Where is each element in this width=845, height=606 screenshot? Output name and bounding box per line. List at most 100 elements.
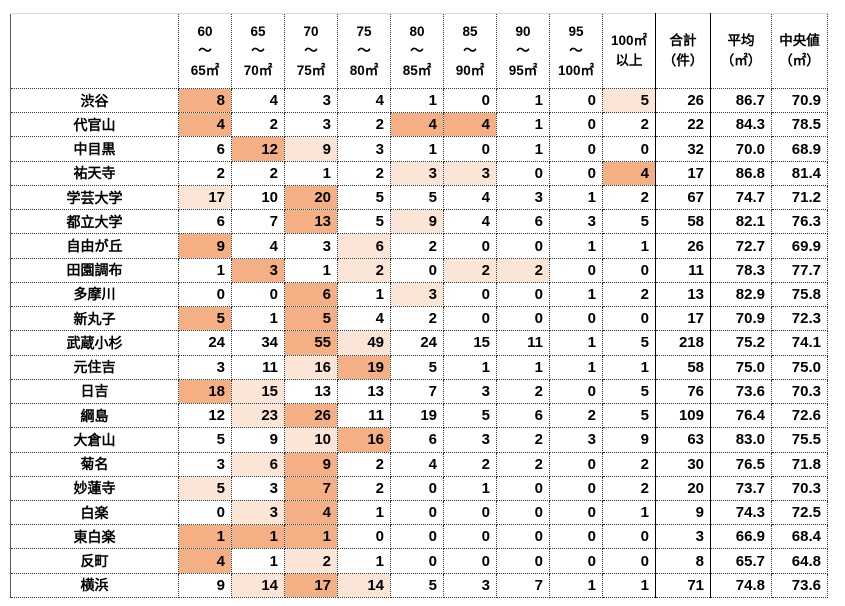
median-cell[interactable]: 71.8 [771, 451, 828, 477]
count-cell[interactable]: 1 [549, 233, 603, 259]
median-cell[interactable]: 70.9 [771, 87, 828, 114]
count-cell[interactable]: 12 [231, 136, 285, 162]
count-cell[interactable]: 16 [337, 427, 391, 453]
count-cell[interactable]: 1 [496, 112, 550, 138]
column-header-size-bin[interactable]: 60 ～ 65㎡ [178, 13, 232, 89]
count-cell[interactable]: 0 [602, 524, 656, 550]
mean-cell[interactable]: 72.7 [710, 233, 772, 259]
mean-cell[interactable]: 66.9 [710, 524, 772, 550]
total-cell[interactable]: 20 [655, 475, 711, 501]
median-cell[interactable]: 68.4 [771, 524, 828, 550]
count-cell[interactable]: 0 [390, 475, 444, 501]
column-header-size-bin[interactable]: 65 ～ 70㎡ [231, 13, 285, 89]
station-name-cell[interactable]: 田園調布 [10, 257, 179, 283]
mean-cell[interactable]: 84.3 [710, 112, 772, 138]
count-cell[interactable]: 1 [549, 281, 603, 308]
total-cell[interactable]: 32 [655, 136, 711, 162]
count-cell[interactable]: 0 [443, 87, 497, 114]
count-cell[interactable]: 2 [337, 257, 391, 283]
count-cell[interactable]: 0 [496, 233, 550, 259]
count-cell[interactable]: 5 [602, 87, 656, 114]
mean-cell[interactable]: 65.7 [710, 548, 772, 574]
count-cell[interactable]: 18 [178, 378, 232, 405]
count-cell[interactable]: 1 [337, 499, 391, 526]
count-cell[interactable]: 2 [602, 112, 656, 138]
mean-cell[interactable]: 86.7 [710, 87, 772, 114]
count-cell[interactable]: 5 [337, 184, 391, 211]
station-name-cell[interactable]: 菊名 [10, 451, 179, 477]
count-cell[interactable]: 5 [178, 306, 232, 332]
count-cell[interactable]: 0 [496, 548, 550, 574]
count-cell[interactable]: 2 [443, 451, 497, 477]
count-cell[interactable]: 0 [443, 281, 497, 308]
column-header-summary[interactable]: 合計 （件） [655, 13, 711, 89]
total-cell[interactable]: 9 [655, 499, 711, 526]
count-cell[interactable]: 1 [602, 354, 656, 380]
mean-cell[interactable]: 76.4 [710, 403, 772, 429]
count-cell[interactable]: 4 [178, 112, 232, 138]
count-cell[interactable]: 0 [443, 499, 497, 526]
column-header-size-bin[interactable]: 95 ～ 100㎡ [549, 13, 603, 89]
count-cell[interactable]: 1 [178, 524, 232, 550]
count-cell[interactable]: 2 [390, 233, 444, 259]
count-cell[interactable]: 3 [443, 378, 497, 405]
station-name-cell[interactable]: 中目黒 [10, 136, 179, 162]
total-cell[interactable]: 13 [655, 281, 711, 308]
count-cell[interactable]: 3 [231, 499, 285, 526]
corner-cell[interactable] [10, 13, 179, 89]
count-cell[interactable]: 1 [549, 572, 603, 598]
count-cell[interactable]: 1 [443, 475, 497, 501]
total-cell[interactable]: 58 [655, 209, 711, 235]
count-cell[interactable]: 1 [496, 87, 550, 114]
count-cell[interactable]: 3 [178, 354, 232, 380]
count-cell[interactable]: 15 [443, 330, 497, 356]
count-cell[interactable]: 11 [231, 354, 285, 380]
count-cell[interactable]: 5 [390, 572, 444, 598]
count-cell[interactable]: 7 [390, 378, 444, 405]
count-cell[interactable]: 1 [178, 257, 232, 283]
count-cell[interactable]: 5 [443, 403, 497, 429]
total-cell[interactable]: 26 [655, 87, 711, 114]
median-cell[interactable]: 75.0 [771, 354, 828, 380]
count-cell[interactable]: 0 [549, 257, 603, 283]
station-name-cell[interactable]: 白楽 [10, 499, 179, 526]
count-cell[interactable]: 10 [284, 427, 338, 453]
count-cell[interactable]: 0 [443, 136, 497, 162]
count-cell[interactable]: 1 [496, 354, 550, 380]
count-cell[interactable]: 2 [178, 160, 232, 186]
count-cell[interactable]: 2 [602, 451, 656, 477]
total-cell[interactable]: 8 [655, 548, 711, 574]
count-cell[interactable]: 6 [496, 403, 550, 429]
mean-cell[interactable]: 70.9 [710, 306, 772, 332]
count-cell[interactable]: 3 [337, 136, 391, 162]
count-cell[interactable]: 24 [178, 330, 232, 356]
count-cell[interactable]: 6 [284, 281, 338, 308]
count-cell[interactable]: 1 [284, 160, 338, 186]
median-cell[interactable]: 76.3 [771, 209, 828, 235]
count-cell[interactable]: 3 [496, 184, 550, 211]
count-cell[interactable]: 2 [496, 378, 550, 405]
column-header-size-bin[interactable]: 100㎡ 以上 [602, 13, 656, 89]
count-cell[interactable]: 0 [549, 451, 603, 477]
column-header-summary[interactable]: 平均 （㎡） [710, 13, 772, 89]
count-cell[interactable]: 5 [178, 427, 232, 453]
count-cell[interactable]: 7 [231, 209, 285, 235]
total-cell[interactable]: 22 [655, 112, 711, 138]
count-cell[interactable]: 55 [284, 330, 338, 356]
mean-cell[interactable]: 70.0 [710, 136, 772, 162]
median-cell[interactable]: 64.8 [771, 548, 828, 574]
column-header-size-bin[interactable]: 80 ～ 85㎡ [390, 13, 444, 89]
count-cell[interactable]: 2 [231, 160, 285, 186]
count-cell[interactable]: 3 [231, 475, 285, 501]
count-cell[interactable]: 5 [602, 330, 656, 356]
count-cell[interactable]: 6 [390, 427, 444, 453]
count-cell[interactable]: 0 [549, 499, 603, 526]
count-cell[interactable]: 17 [284, 572, 338, 598]
count-cell[interactable]: 9 [178, 572, 232, 598]
count-cell[interactable]: 2 [443, 257, 497, 283]
column-header-size-bin[interactable]: 70 ～ 75㎡ [284, 13, 338, 89]
count-cell[interactable]: 2 [496, 427, 550, 453]
count-cell[interactable]: 0 [549, 160, 603, 186]
count-cell[interactable]: 6 [337, 233, 391, 259]
column-header-summary[interactable]: 中央値 （㎡） [771, 13, 828, 89]
